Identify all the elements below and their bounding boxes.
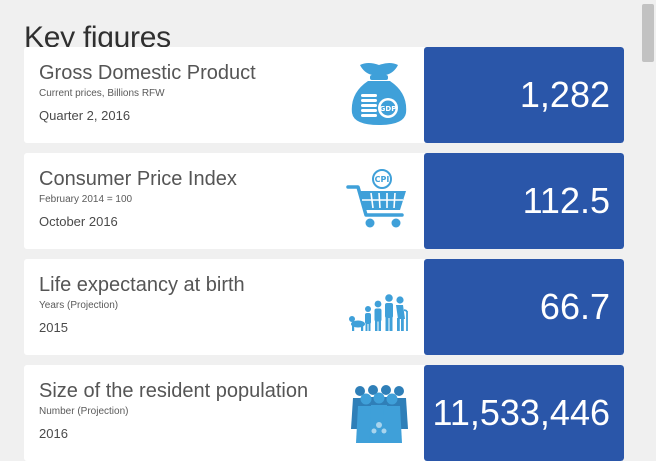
card-period: 2016 (39, 426, 68, 441)
card-period: Quarter 2, 2016 (39, 108, 131, 123)
card-gdp[interactable]: Gross Domestic Product Current prices, B… (24, 47, 624, 143)
card-value: 1,282 (519, 74, 610, 115)
card-value: 66.7 (539, 286, 610, 327)
value-box: 112.5 (424, 153, 624, 249)
card-subtitle: Years (Projection) (39, 300, 119, 311)
card-cpi[interactable]: Consumer Price Index February 2014 = 100… (24, 153, 624, 249)
card-text: Life expectancy at birth Years (Projecti… (39, 273, 359, 337)
card-life-expectancy[interactable]: Life expectancy at birth Years (Projecti… (24, 259, 624, 355)
card-subtitle: February 2014 = 100 (39, 194, 133, 205)
shopping-cart-icon: CPI (346, 169, 406, 228)
value-box: 11,533,446 (424, 365, 624, 461)
svg-text:CPI: CPI (375, 175, 390, 184)
card-title: Size of the resident population (39, 380, 309, 402)
card-title: Consumer Price Index (39, 168, 237, 190)
card-value: 11,533,446 (432, 392, 610, 433)
card-text: Gross Domestic Product Current prices, B… (39, 61, 359, 125)
card-subtitle: Number (Projection) (39, 406, 129, 417)
value-box: 66.7 (424, 259, 624, 355)
card-title: Gross Domestic Product (39, 62, 256, 84)
card-period: October 2016 (39, 214, 118, 229)
life-stages-icon (349, 294, 408, 331)
population-group-icon (351, 385, 408, 443)
scrollbar[interactable] (640, 0, 656, 461)
card-title: Life expectancy at birth (39, 274, 245, 296)
card-value: 112.5 (522, 180, 610, 221)
card-subtitle: Current prices, Billions RFW (39, 88, 165, 99)
scrollbar-thumb[interactable] (642, 4, 654, 62)
card-text: Consumer Price Index February 2014 = 100… (39, 167, 359, 231)
svg-text:GDP: GDP (380, 105, 397, 113)
money-bag-icon: GDP (351, 63, 407, 125)
card-text: Size of the resident population Number (… (39, 379, 359, 443)
card-period: 2015 (39, 320, 68, 335)
value-box: 1,282 (424, 47, 624, 143)
card-population[interactable]: Size of the resident population Number (… (24, 365, 624, 461)
